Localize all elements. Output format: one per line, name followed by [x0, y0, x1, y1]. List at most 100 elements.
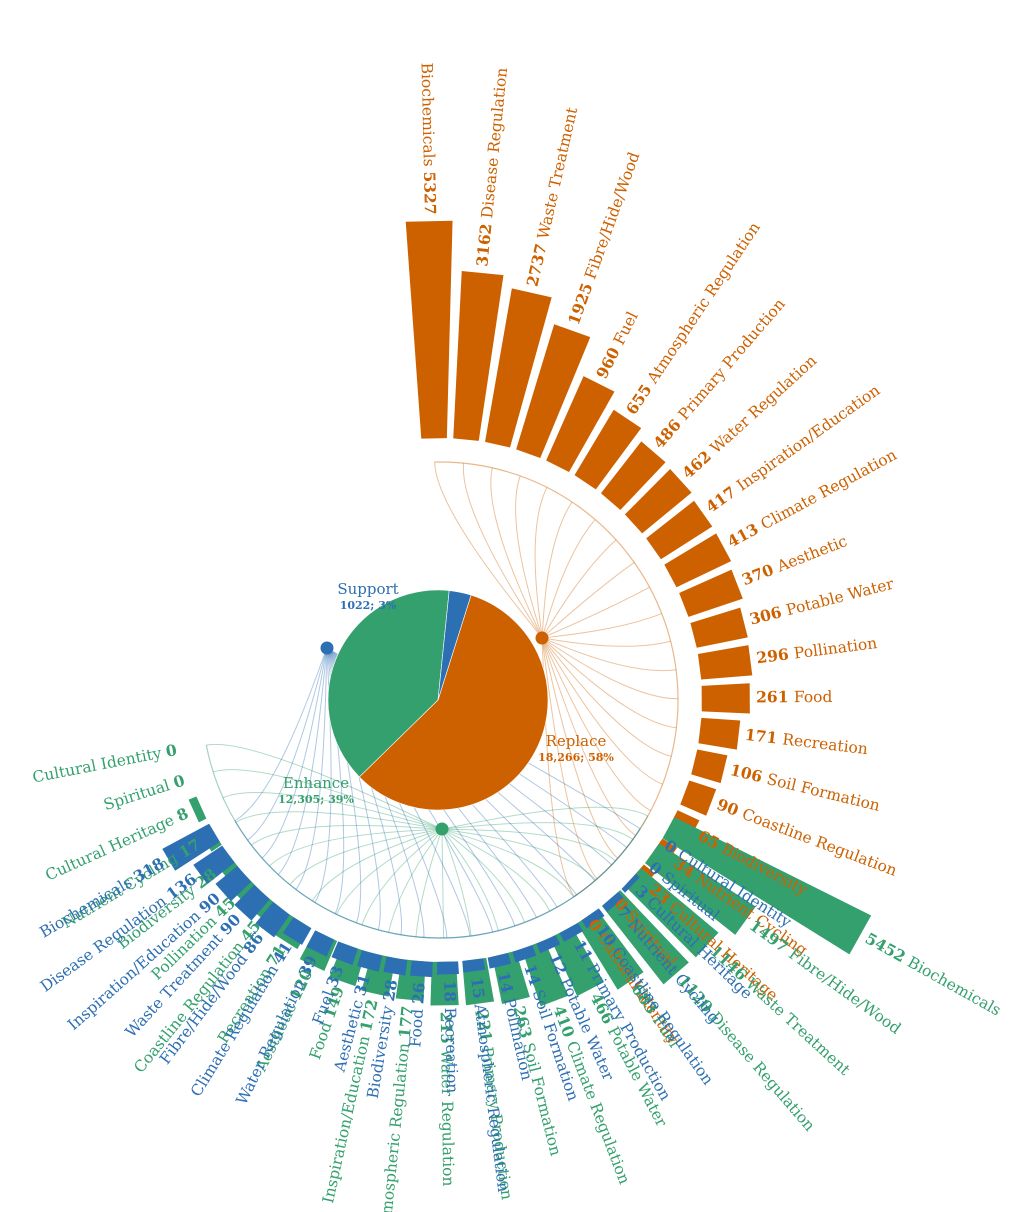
- category-label: Pollination: [793, 634, 878, 662]
- replace-bar-coastline-regulation: [680, 780, 717, 816]
- support-bar-nutrient-cycling: [602, 891, 624, 912]
- value-label: 18: [440, 980, 460, 1008]
- replace-link-atmospheric-regulation: [541, 501, 573, 639]
- replace-link-waste-treatment: [490, 467, 543, 639]
- pie-label-enhance-summary: 12,305; 39%: [278, 793, 354, 806]
- category-label: Biochemicals: [418, 62, 438, 171]
- enhance-bar-fuel: [576, 909, 644, 990]
- support-bar-soil-formation: [512, 945, 537, 963]
- support-bar-climate-regulation: [282, 917, 312, 945]
- support-link-biochemicals: [234, 647, 328, 822]
- replace-bar-fuel: [546, 376, 615, 472]
- replace-label-primary-production: 486 Primary Production: [649, 294, 789, 452]
- replace-hub: [535, 631, 549, 645]
- replace-label-biochemicals: Biochemicals 5327: [418, 62, 440, 214]
- replace-bar-potable-water: [690, 607, 748, 648]
- replace-link-cultural-heritage: [541, 637, 619, 859]
- category-label: Food: [406, 1003, 427, 1048]
- replace-link-spiritual: [541, 637, 598, 880]
- replace-label-climate-regulation: 413 Climate Regulation: [724, 445, 900, 551]
- replace-bar-waste-treatment: [485, 288, 552, 448]
- replace-label-disease-regulation: 3162 Disease Regulation: [472, 67, 511, 268]
- value-label: 306: [747, 601, 788, 629]
- category-label: Aesthetic: [774, 532, 850, 576]
- replace-link-recreation: [541, 637, 677, 729]
- replace-bar-recreation: [698, 717, 741, 750]
- value-label: 5452: [862, 928, 914, 968]
- replace-bar-water-regulation: [624, 469, 692, 534]
- support-bar-coastline-regulation: [581, 908, 605, 929]
- support-bar-pollination: [487, 952, 512, 969]
- replace-link-biochemicals: [434, 462, 543, 639]
- enhance-bar-disease-regulation: [601, 890, 689, 985]
- replace-bar-soil-formation: [691, 749, 728, 784]
- replace-label-atmospheric-regulation: 655 Atmospheric Regulation: [622, 218, 764, 418]
- support-label-recreation: 18 Recreation: [440, 980, 462, 1093]
- replace-label-food: 261 Food: [756, 687, 832, 706]
- replace-link-fibre-hide-wood: [515, 475, 543, 639]
- enhance-link-waste-treatment: [441, 828, 616, 862]
- replace-label-fuel: 960 Fuel: [592, 308, 642, 381]
- enhance-link-coastline-regulation: [289, 828, 443, 886]
- enhance-bar-biochemicals: [662, 817, 872, 955]
- support-bar-biodiversity: [383, 956, 408, 976]
- replace-link-inspiration-education: [541, 562, 635, 639]
- enhance-bar-waste-treatment: [624, 867, 719, 958]
- replace-bar-food: [701, 683, 750, 714]
- replace-link-coastline-regulation: [541, 637, 663, 785]
- enhance-bar-fibre-hide-wood: [645, 843, 756, 935]
- pie-slice-enhance: [327, 589, 450, 778]
- value-label: 221: [473, 1008, 497, 1048]
- category-label: Fuel: [610, 309, 642, 348]
- pie-label-support-summary: 1022; 3%: [340, 599, 397, 612]
- enhance-link-atmospheric-regulation: [415, 828, 443, 937]
- support-link-fuel: [326, 647, 362, 923]
- value-label: 15: [467, 976, 489, 1005]
- enhance-label-biochemicals: 5452 Biochemicals: [862, 928, 1004, 1019]
- replace-link-soil-formation: [541, 637, 672, 757]
- category-label: Soil Formation: [765, 770, 882, 815]
- category-label: Waste Treatment: [534, 105, 581, 241]
- pie-label-enhance-name: Enhance: [283, 774, 349, 792]
- category-label: Food: [794, 688, 833, 706]
- support-bar-atmospheric-regulation: [462, 958, 486, 973]
- enhance-link-inspiration-education: [388, 828, 443, 933]
- support-bar-fuel: [331, 941, 358, 966]
- support-link-arc: [234, 820, 641, 939]
- replace-label-water-regulation: 462 Water Regulation: [678, 351, 820, 483]
- value-label: 5327: [420, 171, 440, 215]
- enhance-link-pollination: [269, 828, 443, 867]
- value-label: 370: [739, 558, 781, 589]
- category-label: Recreation: [441, 1007, 461, 1093]
- support-link-disease-regulation: [247, 647, 328, 841]
- support-bar-food: [410, 960, 433, 978]
- enhance-link-cultural-heritage: [222, 792, 443, 830]
- replace-link-pollination: [541, 637, 677, 672]
- category-label: Atmospheric Regulation: [470, 1002, 512, 1193]
- value-label: 171: [744, 725, 784, 748]
- support-bar-potable-water: [536, 935, 561, 954]
- category-label: Potable Water: [784, 575, 896, 620]
- category-label: Cultural Identity: [31, 743, 168, 786]
- value-label: 3162: [472, 217, 496, 267]
- replace-bar-atmospheric-regulation: [574, 409, 642, 490]
- replace-link-food: [541, 637, 678, 700]
- replace-bar-primary-production: [600, 441, 666, 510]
- support-hub: [320, 641, 334, 655]
- support-link-fibre-hide-wood: [295, 647, 328, 890]
- category-label: Water Regulation: [437, 1049, 457, 1186]
- enhance-bar-potable-water: [550, 926, 604, 997]
- replace-link-aesthetic: [541, 613, 662, 639]
- category-label: Disease Regulation: [478, 67, 511, 219]
- replace-link-biodiversity: [541, 637, 651, 812]
- value-label: 1925: [564, 275, 598, 327]
- replace-link-arc: [434, 461, 679, 898]
- pie-slice-replace: [358, 594, 549, 811]
- value-label: 261: [756, 687, 794, 706]
- replace-link-disease-regulation: [463, 463, 543, 639]
- value-label: 26: [408, 982, 428, 1005]
- support-bar-waste-treatment: [234, 884, 270, 921]
- enhance-link-biochemicals: [441, 806, 648, 830]
- enhance-label-water-regulation: 215 Water Regulation: [437, 1011, 459, 1186]
